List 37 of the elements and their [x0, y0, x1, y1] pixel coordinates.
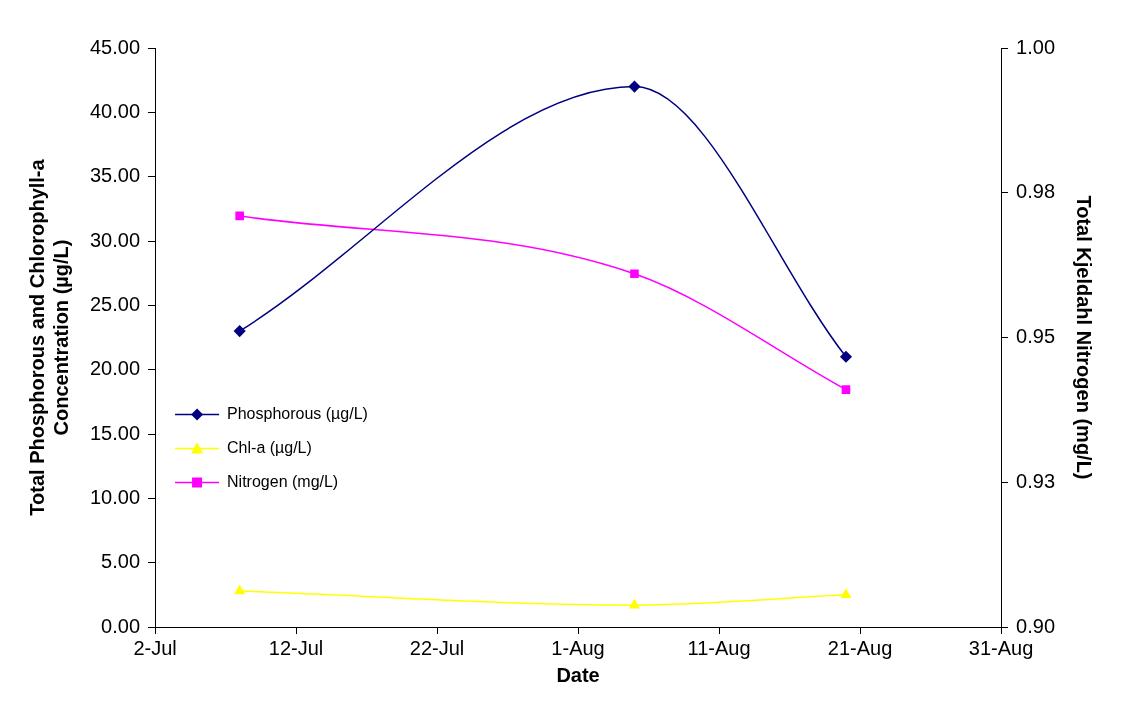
- legend-label: Chl-a (µg/L): [227, 438, 312, 456]
- y-tick-label: 40.00: [89, 99, 141, 122]
- point: [234, 585, 245, 595]
- y-tick-label: 35.00: [89, 164, 141, 187]
- point: [841, 385, 851, 394]
- y2-tick-label: 0.90: [1016, 614, 1056, 637]
- y2-tick-label: 1.00: [1016, 35, 1056, 58]
- y-tick-label: 45.00: [89, 35, 141, 58]
- y2-tick-label: 0.93: [1016, 469, 1056, 492]
- point: [235, 211, 244, 221]
- y2-tick-label: 0.98: [1016, 180, 1056, 203]
- point: [840, 589, 852, 599]
- y-tick-label: 5.00: [101, 550, 141, 573]
- x-tick-label: 22-Jul: [409, 636, 465, 659]
- y-tick-label: 30.00: [89, 228, 141, 251]
- legend-label: Nitrogen (mg/L): [227, 472, 339, 490]
- point: [630, 269, 639, 279]
- x-tick-label: 11-Aug: [687, 636, 751, 659]
- y2-axis-title: Total Kjeldahl Nitrogen (mg/L): [1073, 195, 1096, 480]
- y-tick-label: 15.00: [89, 421, 141, 444]
- y-tick-label: 0.00: [101, 614, 141, 637]
- point: [628, 80, 641, 93]
- x-axis-title: Date: [556, 663, 600, 686]
- y-tick-label: 25.00: [89, 292, 141, 315]
- x-tick-label: 12-Jul: [268, 636, 324, 659]
- y-tick-label: 10.00: [89, 485, 141, 508]
- point: [233, 325, 246, 337]
- point: [840, 351, 852, 363]
- x-tick-label: 21-Aug: [827, 636, 893, 659]
- point: [629, 599, 640, 609]
- x-tick-label: 1-Aug: [551, 636, 605, 659]
- legend-label: Phosphorous (µg/L): [227, 404, 368, 422]
- y2-tick-label: 0.95: [1016, 325, 1056, 348]
- x-tick-label: 31-Aug: [968, 636, 1034, 659]
- x-tick-label: 2-Jul: [133, 636, 177, 659]
- y-tick-label: 20.00: [89, 357, 141, 380]
- y-axis-title: Total Phosphorous and Chlorophyll-a Concentration (µg/L): [25, 158, 72, 516]
